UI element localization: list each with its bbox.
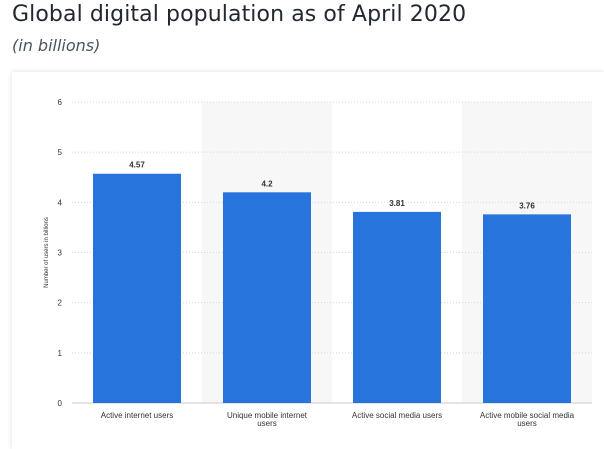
x-tick-label: users (517, 419, 537, 428)
y-tick-label: 4 (58, 198, 63, 207)
x-tick-label: Active mobile social media (480, 411, 575, 420)
x-tick-label: Unique mobile internet (227, 411, 308, 420)
y-axis-label: Number of users in billions (44, 217, 50, 288)
data-label: 4.57 (129, 161, 145, 170)
x-tick-label: users (257, 419, 277, 428)
bar (483, 214, 571, 403)
chart-panel: 0 1 2 3 4 5 6 4.57 Active internet users 4.2 Uniqu… (12, 72, 604, 449)
y-tick-label: 0 (58, 399, 63, 408)
data-label: 3.81 (389, 199, 405, 208)
y-tick-label: 2 (58, 299, 63, 308)
y-tick-label: 6 (58, 98, 63, 107)
bar-chart: 0 1 2 3 4 5 6 4.57 Active internet users 4.2 Uniqu… (44, 98, 592, 428)
chart-title: Global digital population as of April 20… (12, 2, 467, 27)
y-tick-label: 3 (58, 249, 63, 258)
bar (353, 211, 441, 403)
bar (93, 173, 181, 403)
y-tick-label: 5 (58, 148, 63, 157)
x-tick-label: Active social media users (352, 411, 442, 420)
data-label: 4.2 (261, 179, 273, 188)
bar (223, 192, 311, 403)
y-tick-label: 1 (58, 349, 63, 358)
x-tick-label: Active internet users (101, 411, 173, 420)
data-label: 3.76 (519, 201, 535, 210)
chart-subtitle: (in billions) (12, 36, 101, 55)
